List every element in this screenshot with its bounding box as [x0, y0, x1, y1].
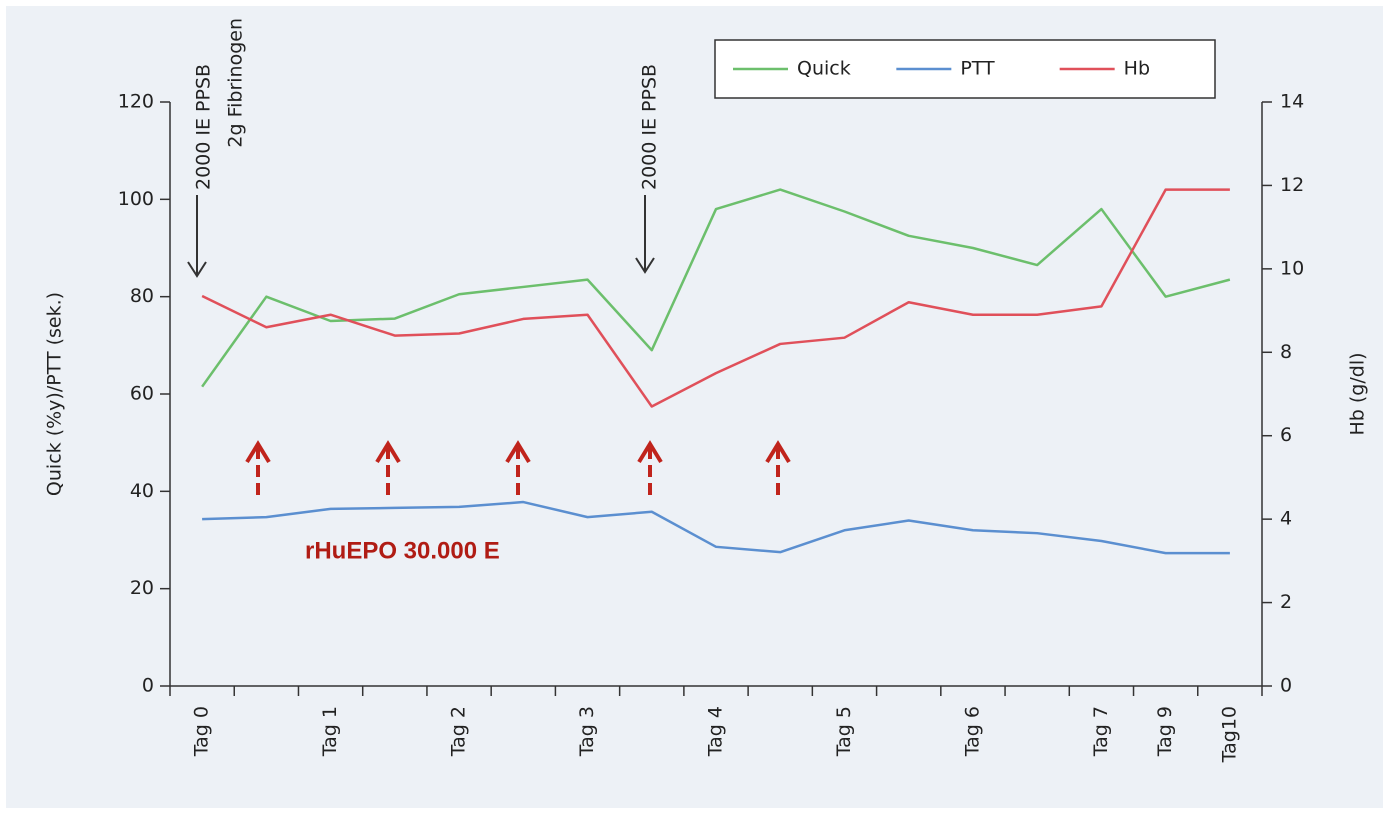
line-hb — [201, 188, 1230, 408]
y2-tick-label: 6 — [1280, 424, 1292, 446]
y-tick-label: 20 — [130, 577, 154, 599]
y-tick-label: 100 — [118, 188, 154, 210]
annotation: 2g Fibrinogen — [225, 18, 247, 148]
line-ptt — [202, 500, 1230, 555]
y-axis-label: Quick (%y)/PTT (sek.) — [44, 292, 66, 496]
x-tick-label: Tag 5 — [833, 706, 855, 757]
y2-axis-label: Hb (g/dl) — [1347, 352, 1369, 435]
x-tick-label: Tag 7 — [1090, 706, 1112, 757]
x-tick-label: Tag 3 — [576, 706, 598, 757]
legend-label: PTT — [960, 58, 995, 80]
x-tick-label: Tag 2 — [448, 706, 470, 757]
y2-tick-label: 8 — [1280, 341, 1292, 363]
y-tick-label: 40 — [130, 480, 154, 502]
y2-tick-label: 2 — [1280, 591, 1292, 613]
x-tick-label: Tag 4 — [705, 706, 727, 757]
background — [6, 6, 1383, 808]
annotation-arrows — [187, 195, 655, 278]
legend-box — [714, 39, 1216, 99]
y2-tick-label: 10 — [1280, 257, 1304, 279]
annotation: 2000 IE PPSB — [639, 64, 661, 190]
x-tick-label: Tag 6 — [961, 706, 983, 757]
x-tick-label: Tag 9 — [1154, 706, 1176, 757]
legend-label: Hb — [1124, 58, 1150, 80]
epo-arrows — [245, 440, 791, 495]
x-tick-label: Tag10 — [1218, 706, 1240, 763]
annotation: rHuEPO 30.000 E — [305, 537, 500, 564]
legend-label: Quick — [797, 58, 851, 80]
y-tick-label: 120 — [118, 91, 154, 113]
y-tick-label: 80 — [130, 285, 154, 307]
x-tick-label: Tag 0 — [191, 706, 213, 757]
y-tick-label: 0 — [142, 675, 154, 697]
y-tick-label: 60 — [130, 383, 154, 405]
line-quick — [201, 188, 1231, 388]
y2-tick-label: 4 — [1280, 508, 1292, 530]
annotation: 2000 IE PPSB — [193, 64, 215, 190]
y2-tick-label: 0 — [1280, 675, 1292, 697]
y2-tick-label: 12 — [1280, 174, 1304, 196]
y2-tick-label: 14 — [1280, 91, 1304, 113]
x-tick-label: Tag 1 — [319, 706, 341, 757]
